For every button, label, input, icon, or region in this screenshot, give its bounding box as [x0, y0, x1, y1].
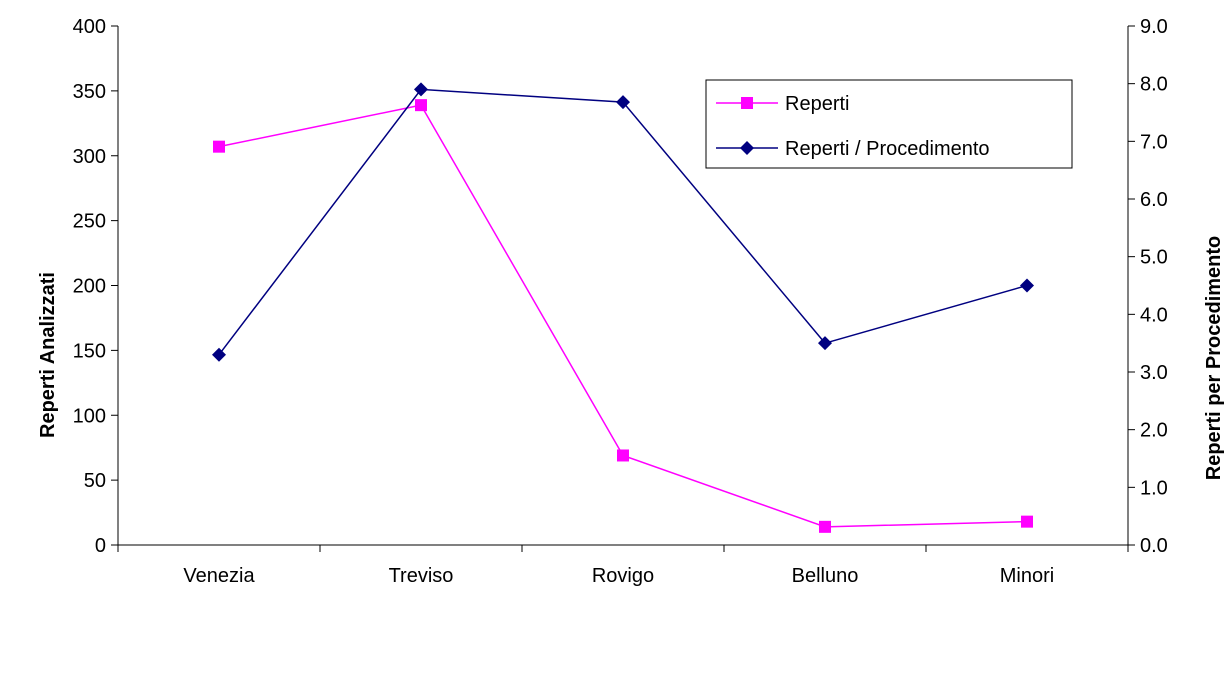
data-point-diamond — [1020, 278, 1034, 293]
y2-tick-label: 4.0 — [1140, 304, 1168, 326]
y2-tick-label: 3.0 — [1140, 362, 1168, 384]
legend-label-reperti-procedimento: Reperti / Procedimento — [785, 138, 990, 160]
data-point-square — [415, 99, 427, 112]
x-tick-label: Minori — [1000, 565, 1054, 587]
legend-box — [705, 79, 1073, 169]
y-tick-label: 0 — [95, 535, 106, 557]
y-tick-label: 350 — [73, 81, 106, 103]
y2-tick-label: 6.0 — [1140, 189, 1168, 211]
data-point-square — [819, 520, 831, 533]
y-tick-label: 150 — [73, 340, 106, 362]
y-tick-label: 50 — [84, 470, 106, 492]
data-point-square — [617, 449, 629, 462]
data-point-square — [1021, 515, 1033, 528]
legend-marker-reperti — [741, 97, 753, 109]
legend-marker-reperti-procedimento — [740, 141, 754, 155]
x-tick-label: Belluno — [792, 565, 859, 587]
axes: 0 50 100 150 200 250 300 350 400 0.0 1.0 2.0 3.0 4.0 5… — [73, 16, 1168, 587]
y2-tick-label: 1.0 — [1140, 477, 1168, 499]
y-axis-title: Reperti Analizzati — [37, 272, 59, 438]
data-point-diamond — [616, 95, 630, 110]
y2-tick-label: 2.0 — [1140, 420, 1168, 442]
y2-axis-title: Reperti per Procedimento — [1203, 236, 1225, 481]
y-tick-label: 250 — [73, 211, 106, 233]
y2-tick-label: 5.0 — [1140, 247, 1168, 269]
y2-tick-label: 8.0 — [1140, 74, 1168, 96]
y2-tick-label: 0.0 — [1140, 535, 1168, 557]
data-point-square — [213, 140, 225, 153]
y-tick-label: 100 — [73, 405, 106, 427]
legend-label-reperti: Reperti — [785, 93, 849, 115]
data-point-diamond — [818, 336, 832, 351]
x-tick-label: Venezia — [183, 565, 255, 587]
x-tick-label: Treviso — [389, 565, 454, 587]
y2-tick-label: 7.0 — [1140, 131, 1168, 153]
data-point-diamond — [212, 347, 226, 362]
y-tick-label: 300 — [73, 146, 106, 168]
series-layer — [212, 82, 1034, 533]
data-point-diamond — [414, 82, 428, 97]
y-tick-label: 200 — [73, 276, 106, 298]
legend: Reperti Reperti / Procedimento — [705, 79, 1073, 169]
y2-tick-label: 9.0 — [1140, 16, 1168, 38]
x-tick-label: Rovigo — [592, 565, 654, 587]
y-tick-label: 400 — [73, 16, 106, 38]
